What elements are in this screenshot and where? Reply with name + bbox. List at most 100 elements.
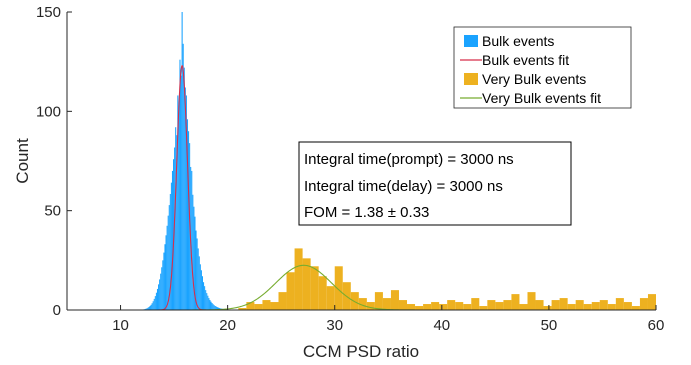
bulk-bar-46 [191,170,193,310]
very-bulk-bar-27 [455,302,464,310]
bulk-bar-59 [205,290,207,310]
very-bulk-bar-9 [310,266,319,310]
bulk-bar-27 [170,182,172,310]
bulk-bar-39 [183,67,185,310]
bulk-bar-28 [171,170,174,310]
bulk-bar-15 [158,284,160,310]
very-bulk-bar-33 [503,300,512,310]
bulk-bar-23 [166,225,168,310]
y-axis-label: Count [13,138,32,184]
very-bulk-bar-49 [631,306,640,310]
bulk-bar-43 [188,131,190,310]
very-bulk-bar-16 [366,302,375,310]
bulk-bar-26 [169,193,171,310]
very-bulk-bar-3 [262,300,271,310]
legend-label-very-bulk-events: Very Bulk events [482,71,586,87]
x-tick-label-40: 40 [433,317,450,334]
x-tick-label-50: 50 [541,317,558,334]
bulk-bar-14 [156,288,159,310]
bulk-bar-20 [163,252,165,310]
legend-box [453,26,632,109]
bulk-bar-31 [175,127,177,310]
x-tick-label-20: 20 [219,317,236,334]
very-bulk-bar-44 [591,302,600,310]
annotation-line-prompt: Integral time(prompt) = 3000 ns [304,151,514,168]
bulk-bar-68 [214,306,216,310]
very-bulk-bar-48 [623,302,632,310]
bulk-bar-35 [179,59,181,311]
y-tick-label-100: 100 [36,103,61,120]
very-bulk-bar-8 [302,258,311,310]
very-bulk-bar-29 [471,298,480,310]
bulk-bar-67 [213,305,215,310]
bulk-bar-38 [182,43,184,310]
bulk-bar-6 [148,307,150,310]
very-bulk-bar-24 [431,302,440,310]
very-bulk-bar-45 [599,300,608,310]
legend-label-very-bulk-events-fit: Very Bulk events fit [482,90,601,106]
bulk-bar-64 [210,301,212,310]
bulk-bar-49 [194,216,196,310]
bulk-bar-56 [201,276,203,310]
bulk-bar-50 [195,230,197,310]
annotation-line-delay: Integral time(delay) = 3000 ns [304,178,503,195]
bulk-bar-69 [215,306,217,310]
legend-swatch-very-bulk-events [464,73,478,85]
legend-label-bulk-events: Bulk events [482,33,554,49]
bulk-bar-5 [147,307,149,310]
annotation-frame [298,141,572,226]
very-bulk-bar-10 [318,276,327,310]
bulk-bar-25 [168,205,170,310]
bulk-bar-36 [180,75,182,310]
very-bulk-bar-2 [254,304,263,310]
very-bulk-bar-40 [559,298,568,310]
bulk-bar-34 [178,105,180,311]
axes: 10 20 30 40 50 60 0 50 100 150 CCM PSD ratio Cou… [13,4,664,361]
bulk-bar-17 [160,273,162,310]
very-bulk-bar-38 [543,306,552,310]
y-tick-label-150: 150 [36,4,61,21]
bulk-bar-60 [206,293,208,310]
bulk-bar-13 [155,292,157,310]
y-ticks: 0 50 100 150 [36,4,72,319]
bulk-bar-71 [218,307,220,310]
very-bulk-bar-41 [567,304,576,310]
x-tick-label-60: 60 [648,317,665,334]
very-bulk-bar-26 [447,300,456,310]
very-bulk-bar-22 [415,306,424,310]
bulk-bar-62 [208,298,210,310]
bulk-bar-16 [159,279,161,310]
bulk-bar-58 [204,286,206,310]
very-bulk-bar-17 [374,292,383,310]
bulk-bar-4 [146,308,148,310]
bulk-bar-8 [150,304,152,310]
very-bulk-bar-4 [270,302,279,310]
y-tick-label-0: 0 [53,302,61,319]
bulk-bar-42 [186,119,189,310]
bulk-bar-52 [197,248,199,310]
bulk-bar-18 [161,267,163,310]
bulk-bar-57 [203,282,205,310]
very-bulk-bar-14 [350,292,359,310]
very-bulk-bar-19 [390,290,399,310]
bulk-bar-70 [216,307,218,310]
very-bulk-bar-21 [407,304,416,310]
x-tick-label-30: 30 [326,317,343,334]
bulk-bar-66 [212,304,214,310]
very-bulk-bar-0 [238,308,247,310]
annotation-line-fom: FOM = 1.38 ± 0.33 [304,204,429,221]
bulk-bar-55 [200,270,202,310]
bulk-bar-12 [154,296,156,310]
very-bulk-bar-15 [358,298,367,310]
very-bulk-bar-46 [607,304,616,310]
y-tick-label-50: 50 [44,203,61,220]
bulk-bar-47 [192,194,194,310]
bulk-bar-11 [153,298,155,310]
bulk-bar-40 [184,87,186,311]
legend: Bulk events Bulk events fit Very Bulk even… [453,26,632,109]
bulk-bar-7 [149,306,151,310]
very-bulk-bar-47 [615,298,624,310]
legend-label-bulk-events-fit: Bulk events fit [482,52,569,68]
bulk-bar-10 [152,301,154,310]
very-bulk-bar-25 [439,304,448,310]
